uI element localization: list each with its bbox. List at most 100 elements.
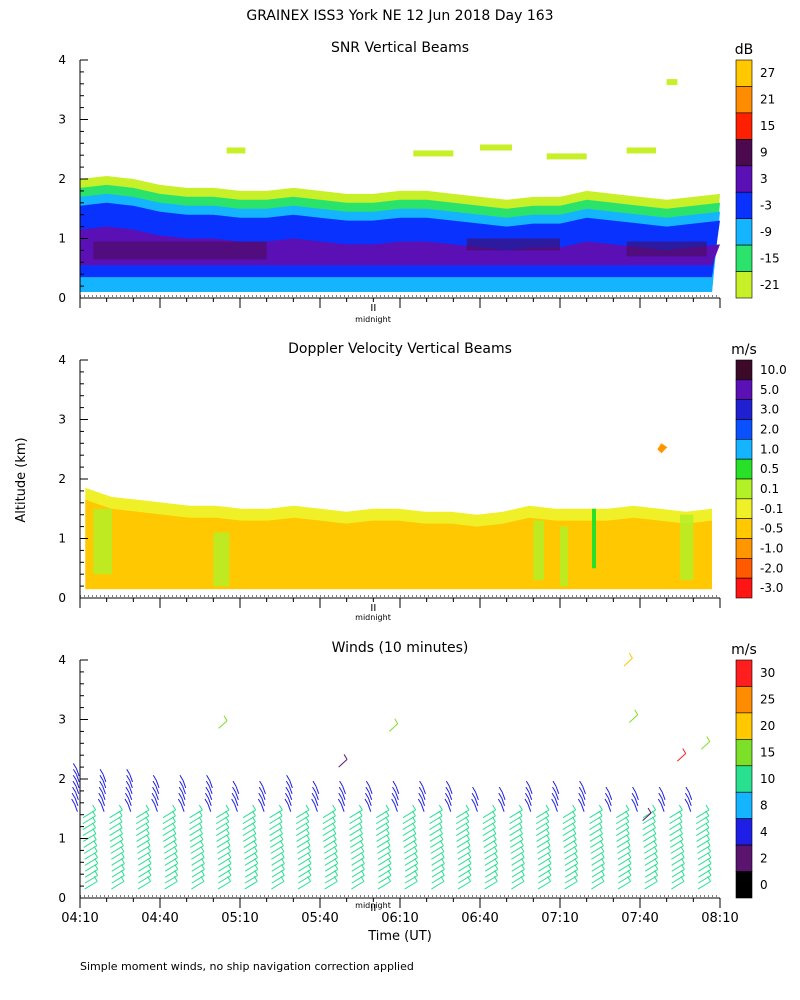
wind-barb: [429, 833, 443, 842]
wind-barb: [458, 874, 472, 884]
wind-barb: [590, 845, 604, 854]
figure-title: GRAINEX ISS3 York NE 12 Jun 2018 Day 163: [246, 8, 553, 24]
wind-barb: [209, 780, 213, 789]
wind-barb-flag: [179, 774, 184, 781]
wind-barb-flag: [337, 798, 342, 805]
wind-barb: [402, 815, 416, 825]
doppler-green-streak: [592, 508, 596, 569]
colorbar-label: -2.0: [760, 561, 783, 575]
wind-barb: [111, 863, 125, 872]
wind-barb: [324, 863, 339, 872]
wind-barb: [696, 809, 710, 819]
wind-barb: [208, 791, 213, 800]
wind-barb: [349, 827, 363, 836]
wind-barb: [676, 753, 687, 762]
wind-barb: [484, 857, 498, 866]
y-tick-label: 0: [58, 591, 66, 605]
wind-barb: [350, 845, 364, 854]
wind-barb: [377, 845, 391, 854]
wind-barb: [429, 827, 443, 836]
wind-barb-flag: [391, 792, 396, 799]
snr-upper-echo: [626, 147, 656, 154]
wind-barb: [607, 803, 612, 812]
wind-barb-flag: [634, 709, 639, 716]
wind-barb: [404, 857, 418, 866]
wind-barb: [484, 880, 498, 890]
wind-barb: [394, 803, 398, 812]
snr-strong-patch: [93, 241, 267, 260]
wind-barb: [288, 786, 293, 795]
wind-barb-flag: [124, 798, 129, 805]
wind-barb: [218, 857, 232, 866]
wind-barb-flag: [99, 780, 104, 787]
wind-barb: [618, 863, 632, 872]
wind-barb-flag: [394, 718, 399, 724]
wind-barb: [235, 786, 240, 795]
colorbar-label: 10: [760, 772, 775, 786]
wind-barb: [109, 821, 123, 831]
colorbar-label: 20: [760, 719, 775, 733]
colorbar-swatch: [735, 659, 753, 687]
wind-barb: [342, 786, 346, 795]
wind-barb: [189, 815, 203, 825]
wind-barb: [376, 827, 390, 836]
wind-barb: [234, 803, 238, 812]
colorbar-swatch: [735, 538, 753, 559]
wind-barb: [315, 786, 320, 795]
wind-barb: [421, 791, 426, 800]
wind-barb: [189, 821, 203, 831]
wind-barb-flag: [418, 786, 423, 793]
time-tick-labels: 04:10 04:40 05:10 05:40 06:10 06:40 07:10 07:40…: [61, 911, 738, 926]
wind-barb-flag: [198, 804, 203, 811]
wind-barb: [138, 874, 152, 884]
wind-barb-flag: [72, 774, 77, 781]
wind-barb: [351, 863, 365, 872]
wind-barb: [287, 803, 292, 812]
snr-upper-echo: [480, 144, 512, 151]
winds-midnight-label: midnight: [355, 901, 391, 910]
colorbar-swatch: [735, 498, 753, 519]
wind-barb: [109, 815, 123, 825]
wind-barb-flag: [92, 804, 97, 811]
wind-barb: [429, 815, 443, 825]
wind-barb-flag: [658, 786, 663, 793]
colorbar-swatch: [735, 165, 753, 193]
colorbar-swatch: [735, 458, 753, 480]
wind-barb: [269, 827, 283, 836]
wind-barb: [643, 833, 657, 842]
wind-barb: [671, 880, 685, 890]
wind-barb: [376, 809, 390, 819]
colorbar-label: 30: [760, 666, 775, 680]
wind-barb: [83, 845, 98, 854]
wind-barb: [162, 821, 176, 831]
wind-barb: [109, 827, 123, 836]
wind-barb: [395, 791, 399, 800]
wind-barb: [591, 874, 605, 884]
wind-barb: [404, 874, 418, 884]
wind-barb: [642, 827, 656, 836]
wind-barb: [538, 863, 552, 872]
wind-barb: [349, 809, 363, 819]
wind-barb: [564, 880, 578, 890]
wind-barb-flag: [497, 798, 502, 805]
colorbar-swatch: [735, 844, 753, 872]
wind-barb-flag: [498, 792, 503, 799]
wind-barb: [75, 780, 80, 789]
snr-strong-patch: [626, 241, 707, 257]
wind-barb-flag: [177, 798, 182, 805]
wind-barb-flag: [392, 786, 397, 793]
colorbar-swatch: [735, 419, 753, 440]
wind-barb: [660, 803, 665, 812]
wind-barb: [669, 815, 683, 825]
wind-barb: [431, 851, 445, 860]
wind-barb: [608, 791, 613, 800]
wind-barb: [377, 851, 391, 860]
wind-barb: [243, 839, 257, 848]
colorbar-swatch: [735, 359, 753, 381]
wind-barb-flag: [151, 798, 156, 805]
wind-barb: [589, 815, 603, 825]
wind-barb: [324, 851, 338, 860]
wind-barb-flag: [71, 792, 76, 799]
wind-barb: [482, 809, 496, 819]
